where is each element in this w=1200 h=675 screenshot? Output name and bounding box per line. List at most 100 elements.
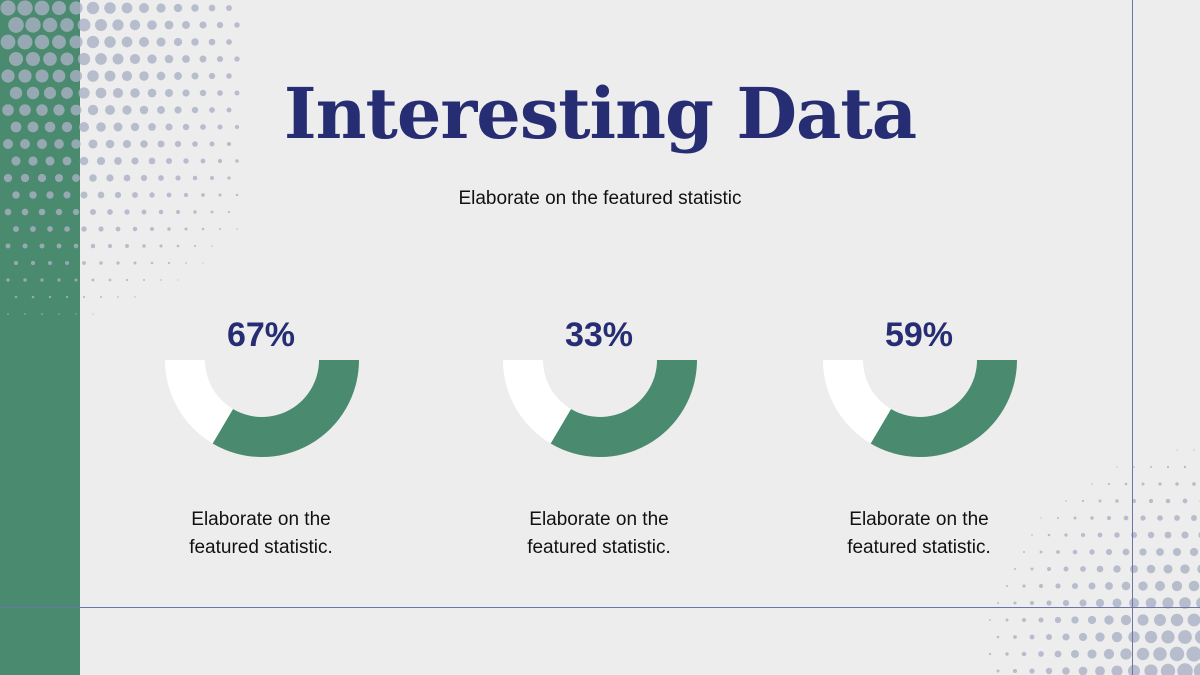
halftone-dot xyxy=(77,18,91,32)
halftone-dot xyxy=(1005,618,1009,622)
halftone-dot xyxy=(200,158,206,164)
halftone-dot xyxy=(149,226,155,232)
halftone-dot xyxy=(1087,649,1097,659)
halftone-dot xyxy=(1179,597,1191,609)
halftone-dot xyxy=(157,106,165,114)
halftone-dot xyxy=(1013,601,1017,605)
halftone-dot xyxy=(142,278,146,282)
halftone-dot xyxy=(39,243,45,249)
halftone-dot xyxy=(1162,597,1174,609)
halftone-dot xyxy=(156,37,166,47)
halftone-dot xyxy=(1166,465,1170,469)
halftone-dot xyxy=(1149,465,1153,469)
halftone-dot xyxy=(141,209,147,215)
halftone-dot xyxy=(199,89,207,97)
halftone-dot xyxy=(1183,465,1187,469)
halftone-dot xyxy=(1105,548,1113,556)
halftone-dot xyxy=(1141,482,1145,486)
halftone-dot xyxy=(1115,499,1119,503)
halftone-dot xyxy=(1062,599,1070,607)
halftone-dot xyxy=(1132,499,1136,503)
halftone-dot xyxy=(129,53,141,65)
halftone-dot xyxy=(1111,631,1123,643)
halftone-dot xyxy=(1029,634,1035,640)
halftone-dot xyxy=(1090,516,1094,520)
halftone-dot xyxy=(1045,667,1053,675)
stat-description: Elaborate on the featured statistic. xyxy=(847,509,991,558)
halftone-dot xyxy=(122,105,132,115)
halftone-dot xyxy=(1138,581,1148,591)
halftone-dot xyxy=(121,36,133,48)
halftone-dot xyxy=(104,36,116,48)
halftone-dot xyxy=(74,278,78,282)
halftone-dot xyxy=(11,156,21,166)
halftone-dot xyxy=(165,123,173,131)
halftone-dot xyxy=(1147,531,1155,539)
halftone-dot xyxy=(1089,549,1095,555)
halftone-dot xyxy=(98,226,104,232)
halftone-dot xyxy=(26,86,40,100)
halftone-dot xyxy=(139,105,149,115)
halftone-dot xyxy=(133,261,137,265)
halftone-dot xyxy=(174,106,182,114)
halftone-dot xyxy=(21,208,29,216)
halftone-dot xyxy=(1144,664,1158,675)
halftone-dot xyxy=(65,261,69,265)
halftone-dot xyxy=(61,87,73,99)
halftone-dot xyxy=(1111,665,1123,675)
halftone-dot xyxy=(175,175,181,181)
halftone-dot xyxy=(2,104,14,116)
halftone-dot xyxy=(1174,515,1180,521)
halftone-dot xyxy=(210,176,214,180)
vertical-rule xyxy=(1132,0,1133,675)
halftone-dot xyxy=(132,226,138,232)
halftone-dot xyxy=(3,139,13,149)
halftone-dot xyxy=(208,38,216,46)
halftone-dot xyxy=(4,208,12,216)
halftone-dot xyxy=(47,260,53,266)
halftone-dot xyxy=(35,69,49,83)
halftone-dot xyxy=(182,89,190,97)
halftone-dot xyxy=(142,244,146,248)
halftone-dot xyxy=(23,278,27,282)
halftone-dot xyxy=(1081,499,1085,503)
halftone-dot xyxy=(112,87,124,99)
halftone-dot xyxy=(10,121,22,133)
halftone-dot xyxy=(17,0,33,16)
halftone-dot xyxy=(193,210,197,214)
halftone-dot xyxy=(1012,668,1018,674)
halftone-dot xyxy=(1171,580,1183,592)
halftone-dot xyxy=(38,208,46,216)
halftone-dot xyxy=(87,70,99,82)
halftone-dot xyxy=(78,87,90,99)
halftone-dot xyxy=(1191,515,1197,521)
halftone-dot xyxy=(57,278,61,282)
halftone-dot xyxy=(1163,564,1173,574)
halftone-dot xyxy=(996,635,1000,639)
halftone-dot xyxy=(51,0,67,16)
halftone-dot xyxy=(165,157,173,165)
halftone-dot xyxy=(47,226,53,232)
halftone-dot xyxy=(1121,581,1131,591)
halftone-dot xyxy=(60,52,74,66)
page-subtitle: Elaborate on the featured statistic xyxy=(458,188,742,209)
halftone-dot xyxy=(107,209,113,215)
halftone-dot xyxy=(1192,482,1196,486)
halftone-dot xyxy=(62,156,72,166)
halftone-dot xyxy=(1120,614,1132,626)
halftone-dot xyxy=(17,34,33,50)
halftone-dot xyxy=(25,17,41,33)
halftone-dot xyxy=(54,139,64,149)
halftone-dot xyxy=(200,124,206,130)
halftone-dot xyxy=(124,209,130,215)
halftone-dot xyxy=(37,173,47,183)
halftone-dot xyxy=(125,244,129,248)
halftone-dot xyxy=(1180,564,1190,574)
halftone-dot xyxy=(22,243,28,249)
halftone-dot xyxy=(1137,614,1149,626)
halftone-dot xyxy=(1039,550,1043,554)
halftone-dot xyxy=(1136,647,1150,661)
halftone-dot xyxy=(96,156,106,166)
halftone-dot xyxy=(106,174,114,182)
